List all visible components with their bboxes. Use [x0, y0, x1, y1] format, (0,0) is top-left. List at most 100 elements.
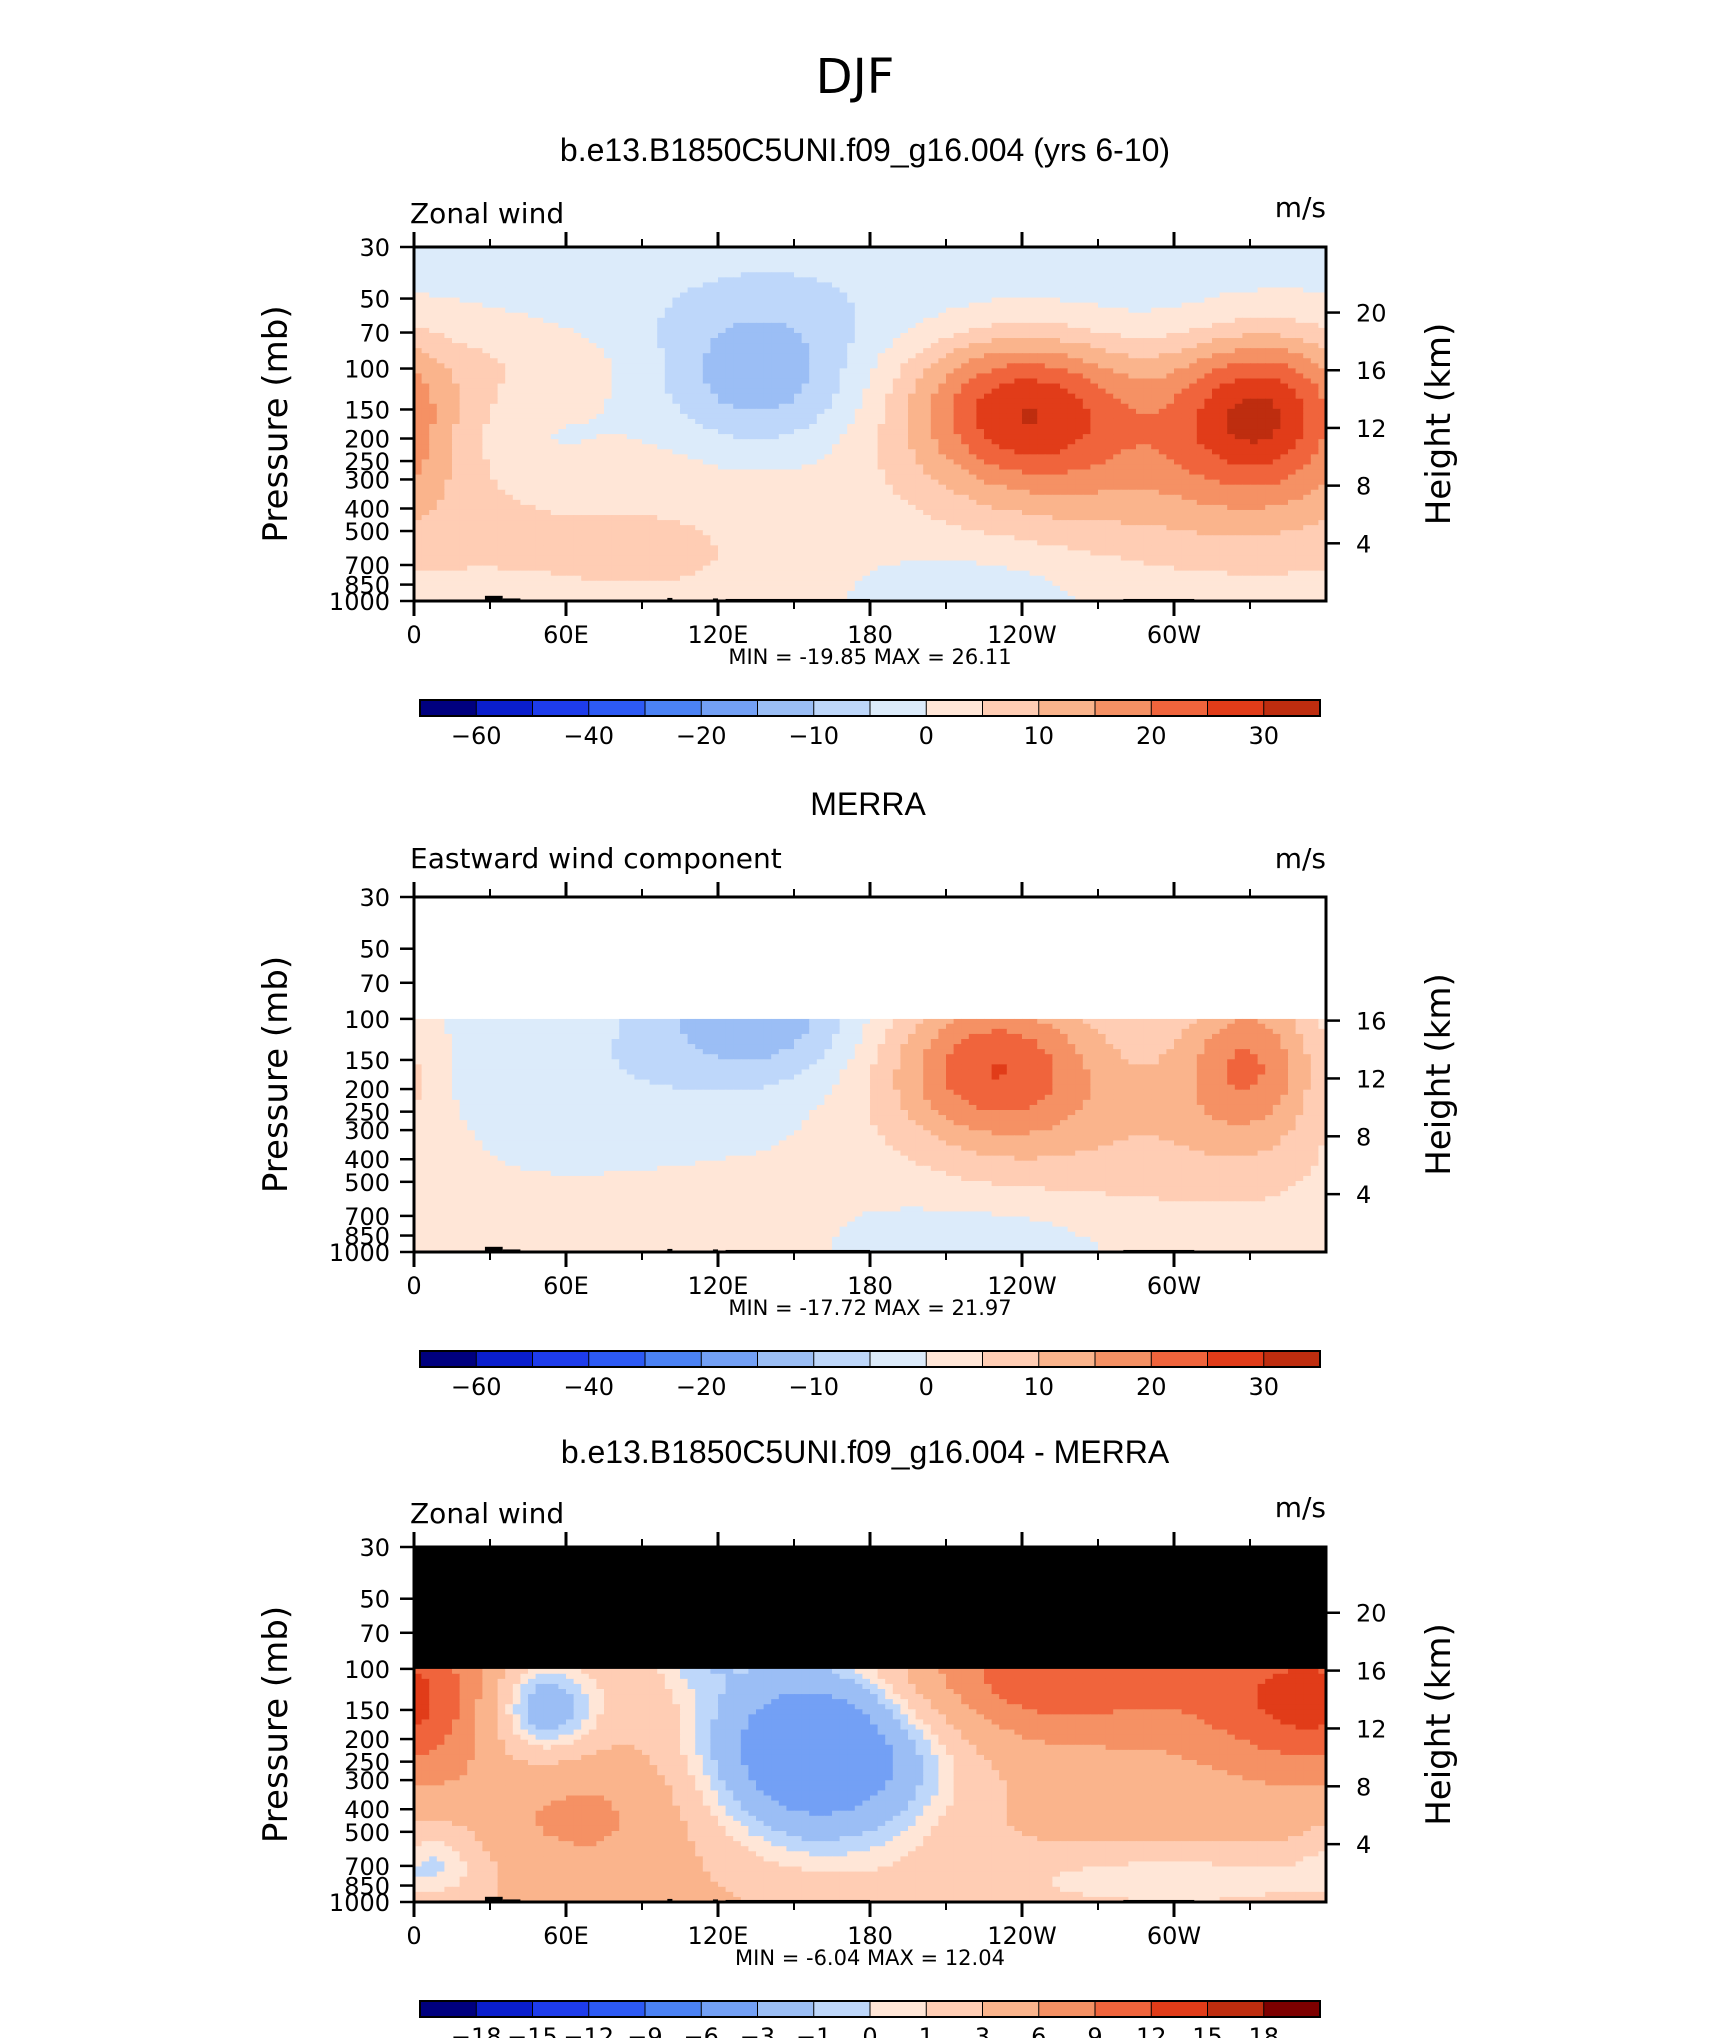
field-cell [1158, 424, 1167, 430]
field-cell [710, 292, 719, 299]
field-cell [961, 272, 970, 278]
field-cell [1090, 418, 1099, 425]
field-cell [961, 393, 970, 400]
field-cell [1029, 252, 1038, 258]
field-cell [672, 378, 681, 385]
field-cell [786, 287, 795, 294]
field-cell [1265, 307, 1274, 314]
field-cell [1082, 282, 1091, 289]
field-cell [1196, 282, 1205, 289]
field-cell [657, 429, 666, 435]
field-cell [930, 353, 939, 359]
field-cell [1098, 338, 1107, 344]
field-cell [702, 312, 711, 319]
field-cell [1151, 257, 1160, 263]
field-cell [581, 252, 590, 258]
field-cell [429, 353, 438, 359]
field-cell [854, 327, 863, 334]
field-cell [642, 388, 651, 395]
field-cell [588, 312, 597, 319]
field-cell [1181, 282, 1190, 289]
field-cell [680, 332, 689, 339]
field-cell [1181, 388, 1190, 395]
field-cell [1280, 378, 1289, 385]
field-cell [1174, 262, 1183, 268]
field-cell [816, 413, 825, 420]
field-cell [1143, 257, 1152, 263]
field-cell [733, 338, 742, 344]
field-cell [664, 418, 673, 425]
field-cell [1105, 302, 1114, 309]
field-cell [512, 393, 521, 400]
field-cell [1280, 403, 1289, 410]
field-cell [1120, 358, 1129, 364]
field-cell [870, 317, 879, 324]
field-cell [756, 444, 765, 450]
field-cell [474, 383, 483, 390]
field-cell [1090, 353, 1099, 359]
field-cell [900, 388, 909, 395]
field-cell [1181, 247, 1190, 253]
field-cell [566, 449, 575, 455]
field-cell [1136, 403, 1145, 410]
field-cell [1265, 327, 1274, 334]
field-cell [702, 267, 711, 273]
field-cell [816, 312, 825, 319]
field-cell [877, 444, 886, 450]
field-cell [794, 262, 803, 268]
field-cell [953, 292, 962, 299]
field-cell [953, 393, 962, 400]
field-cell [809, 439, 818, 445]
field-cell [1242, 403, 1251, 410]
field-cell [626, 413, 635, 420]
field-cell [816, 439, 825, 445]
field-cell [588, 378, 597, 385]
field-cell [421, 277, 430, 283]
field-cell [991, 312, 1000, 319]
field-cell [1151, 287, 1160, 294]
field-cell [991, 393, 1000, 400]
field-cell [1082, 332, 1091, 339]
field-cell [961, 388, 970, 395]
field-cell [497, 434, 506, 440]
field-cell [459, 408, 468, 415]
field-cell [1113, 418, 1122, 425]
field-cell [642, 252, 651, 258]
field-cell [414, 393, 423, 400]
field-cell [1257, 358, 1266, 364]
field-cell [1318, 363, 1327, 369]
field-cell [680, 262, 689, 268]
field-cell [968, 429, 977, 435]
field-cell [809, 383, 818, 390]
field-cell [832, 388, 841, 395]
field-cell [946, 272, 955, 278]
field-cell [672, 307, 681, 314]
field-cell [1219, 449, 1228, 455]
field-cell [596, 307, 605, 314]
field-cell [649, 282, 658, 289]
field-cell [1082, 247, 1091, 253]
field-cell [520, 297, 529, 304]
field-cell [839, 272, 848, 278]
field-cell [543, 383, 552, 390]
field-cell [1295, 429, 1304, 435]
field-cell [1105, 444, 1114, 450]
field-cell [467, 444, 476, 450]
field-cell [1090, 282, 1099, 289]
field-cell [497, 429, 506, 435]
field-cell [482, 393, 491, 400]
field-cell [1204, 444, 1213, 450]
field-cell [421, 287, 430, 294]
field-cell [885, 439, 894, 445]
field-cell [604, 348, 613, 354]
field-cell [588, 358, 597, 364]
field-cell [1227, 343, 1236, 349]
field-cell [984, 262, 993, 268]
field-cell [452, 429, 461, 435]
field-cell [649, 408, 658, 415]
field-cell [566, 302, 575, 309]
field-cell [1280, 388, 1289, 395]
field-cell [1166, 413, 1175, 420]
field-cell [999, 302, 1008, 309]
field-cell [1143, 353, 1152, 359]
